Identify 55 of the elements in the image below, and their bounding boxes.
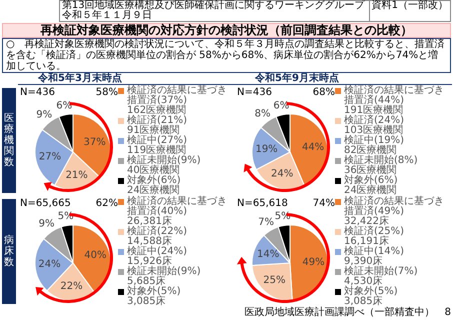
text: N=436: [20, 87, 55, 98]
text: 62%: [96, 198, 118, 209]
data-label: 19%: [255, 144, 278, 155]
row-header-box: 医療機関数: [2, 88, 16, 193]
data-label: 24%: [38, 258, 61, 270]
data-label: 8%: [254, 108, 271, 120]
text: 74%: [312, 198, 335, 209]
data-label: 9%: [36, 109, 52, 120]
legend-label: 検証済の結果に基づき措置済(37%) 162医療機関: [127, 84, 228, 116]
data-label: 6%: [273, 100, 290, 112]
text: 再検証対象医療機関の対応方針の検討状況（前回調査結果との比較）: [2, 23, 451, 38]
data-label: 24%: [270, 168, 294, 180]
data-label: 40%: [84, 250, 107, 262]
data-label: 27%: [38, 152, 62, 163]
legend-label: 検証済(22%) 14,588床: [127, 226, 188, 246]
legend-label: 検証済(21%) 91医療機関: [127, 114, 188, 136]
legend-label: 検証済の結果に基づき措置済(40%) 26,381床: [127, 196, 228, 226]
text: 58%: [96, 87, 118, 98]
legend-label: 検証中(19%) 82医療機関: [344, 134, 404, 156]
legend-label: 検証中(27%) 119医療機関: [127, 134, 188, 156]
legend-label: 検証未開始(7%) 4,530床: [344, 266, 418, 286]
legend-label: 検証中(14%) 9,390床: [344, 246, 404, 266]
text: 68%: [312, 87, 335, 98]
data-label: 9%: [38, 218, 55, 230]
text: ○ 再検証対象医療機関の検討状況について、令和５年３月時点の調査結果と比較すると、措置済を含む「検証済」の医療機関単位の割合が 58%から68%、病床単位の割合が62%から74%と増加している。: [2, 38, 451, 73]
data-label: 44%: [302, 142, 324, 153]
row-header-box: 病床数: [2, 199, 16, 304]
legend-label: 対象外(5%) 3,085床: [344, 286, 398, 306]
legend-label: 対象外(5%) 3,085床: [127, 286, 181, 306]
data-label: 49%: [302, 256, 325, 268]
legend-label: 検証未開始(8%) 36医療機関: [344, 154, 418, 176]
chart-title: 令和5年9月末時点: [235, 73, 452, 85]
data-label: 37%: [84, 137, 106, 148]
data-label: 6%: [56, 100, 72, 112]
text: 令和５年１１月９日: [62, 10, 153, 21]
text: N=65,618: [237, 198, 288, 209]
data-label: 25%: [263, 275, 286, 286]
legend-label: 検証中(24%) 15,926床: [127, 246, 188, 266]
legend-label: 対象外(6%) 24医療機関: [344, 174, 398, 196]
data-label: 22%: [60, 281, 83, 292]
text: N=65,665: [20, 198, 71, 209]
text: N=436: [237, 87, 272, 98]
chart-title: 令和5年3月末時点: [18, 73, 235, 85]
data-label: 14%: [256, 248, 280, 260]
text: 8: [444, 307, 451, 318]
legend-label: 検証未開始(9%) 40医療機関: [127, 154, 201, 176]
legend-label: 検証済(24%) 103医療機関: [344, 114, 404, 136]
legend-label: 検証未開始(9%) 5,685床: [127, 266, 201, 286]
legend-label: 検証済の結果に基づき措置済(44%) 191医療機関: [344, 84, 445, 116]
text: 医政局地域医療計画課調べ（一部精査中）: [244, 307, 435, 318]
data-label: 21%: [66, 170, 88, 181]
legend-label: 検証済(25%) 16,191床: [344, 226, 404, 246]
data-label: 7%: [258, 217, 274, 228]
legend-label: 検証済の結果に基づき措置済(49%) 32,422床: [344, 196, 445, 226]
legend-label: 対象外(6%) 24医療機関: [127, 174, 181, 196]
